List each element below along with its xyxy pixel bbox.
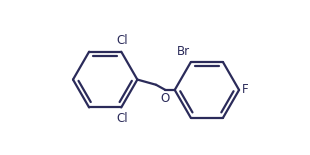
Text: O: O bbox=[161, 92, 170, 105]
Text: Br: Br bbox=[177, 45, 190, 58]
Text: Cl: Cl bbox=[117, 112, 128, 125]
Text: F: F bbox=[241, 83, 248, 96]
Text: Cl: Cl bbox=[117, 34, 128, 47]
